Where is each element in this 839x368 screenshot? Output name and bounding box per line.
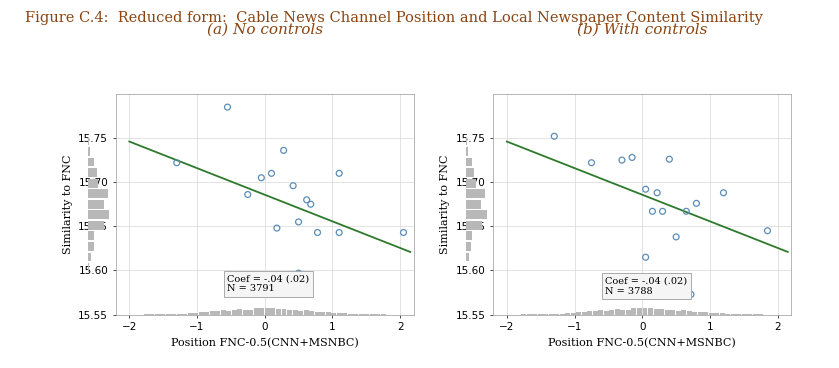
Text: Figure C.4:  Reduced form:  Cable News Channel Position and Local Newspaper Cont: Figure C.4: Reduced form: Cable News Cha… <box>25 11 763 25</box>
Point <box>241 192 254 198</box>
Bar <box>621 310 625 315</box>
Bar <box>88 137 89 145</box>
Bar <box>237 309 242 315</box>
Bar <box>555 314 560 315</box>
Point <box>615 157 628 163</box>
Bar <box>670 311 675 315</box>
Bar <box>320 312 325 315</box>
Bar <box>88 158 94 166</box>
Point <box>585 160 598 166</box>
Bar <box>720 313 725 315</box>
Point <box>680 208 693 214</box>
Point <box>761 228 774 234</box>
Bar <box>632 308 637 315</box>
Bar <box>466 231 472 240</box>
Point <box>690 201 703 206</box>
Bar <box>560 314 565 315</box>
Bar <box>193 313 198 315</box>
Bar <box>88 190 108 198</box>
Bar <box>171 314 176 315</box>
Bar <box>731 314 736 315</box>
Bar <box>347 314 352 315</box>
Bar <box>160 314 165 315</box>
Bar <box>643 308 648 315</box>
Point <box>548 133 561 139</box>
Bar <box>342 313 347 315</box>
Point <box>625 155 638 160</box>
Bar <box>609 310 614 315</box>
Bar <box>725 314 730 315</box>
Bar <box>675 311 680 315</box>
Bar <box>182 314 187 315</box>
Bar <box>353 314 358 315</box>
Bar <box>254 308 259 315</box>
Bar <box>576 312 581 315</box>
Bar <box>538 314 543 315</box>
Bar <box>298 311 303 315</box>
Bar <box>714 313 719 315</box>
Bar <box>232 310 237 315</box>
Y-axis label: Similarity to FNC: Similarity to FNC <box>440 155 451 254</box>
Text: Coef = -.04 (.02)
N = 3791: Coef = -.04 (.02) N = 3791 <box>227 274 310 293</box>
Bar <box>259 308 264 315</box>
Bar <box>587 311 592 315</box>
Bar <box>88 231 94 240</box>
Point <box>663 156 676 162</box>
Point <box>656 208 670 214</box>
Point <box>221 104 234 110</box>
Bar <box>205 312 209 315</box>
Bar <box>199 312 204 315</box>
Point <box>170 160 184 166</box>
Bar <box>88 169 96 177</box>
Point <box>300 197 314 203</box>
Point <box>717 190 730 196</box>
Bar <box>276 309 281 315</box>
Bar <box>364 314 369 315</box>
Bar <box>466 252 469 261</box>
Bar <box>686 311 691 315</box>
Bar <box>648 308 653 315</box>
Bar <box>565 313 571 315</box>
Point <box>646 208 659 214</box>
Bar <box>88 242 93 251</box>
Bar <box>88 179 98 188</box>
Bar <box>681 310 686 315</box>
Bar <box>692 312 697 315</box>
Y-axis label: Similarity to FNC: Similarity to FNC <box>63 155 73 254</box>
Bar <box>466 169 474 177</box>
Point <box>304 201 317 207</box>
Point <box>254 175 268 181</box>
Point <box>332 230 346 236</box>
Text: Coef = -.04 (.02)
N = 3788: Coef = -.04 (.02) N = 3788 <box>605 277 687 296</box>
Bar <box>326 312 331 315</box>
Bar <box>615 309 620 315</box>
Bar <box>742 314 747 315</box>
Bar <box>243 310 248 315</box>
Point <box>639 254 653 260</box>
Bar <box>88 200 104 209</box>
Bar <box>88 210 109 219</box>
Bar <box>88 221 104 230</box>
Bar <box>282 309 286 315</box>
Point <box>270 225 284 231</box>
Bar <box>582 312 586 315</box>
Point <box>286 183 300 189</box>
Bar <box>466 190 486 198</box>
Bar <box>466 158 472 166</box>
Bar <box>654 309 659 315</box>
Point <box>265 170 279 176</box>
Bar <box>549 314 554 315</box>
Bar <box>265 308 270 315</box>
Bar <box>466 210 487 219</box>
Point <box>397 230 410 236</box>
Bar <box>709 313 714 315</box>
Bar <box>88 252 91 261</box>
Bar <box>466 179 476 188</box>
Bar <box>331 313 336 315</box>
Bar <box>188 313 193 315</box>
Bar <box>221 310 226 315</box>
Bar <box>88 147 91 156</box>
X-axis label: Position FNC-0.5(CNN+MSNBC): Position FNC-0.5(CNN+MSNBC) <box>171 338 358 348</box>
Bar <box>216 311 221 315</box>
Bar <box>227 311 232 315</box>
